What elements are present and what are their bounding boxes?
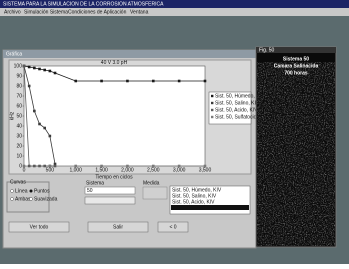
point <box>43 69 46 72</box>
point <box>178 165 181 168</box>
point <box>49 165 52 168</box>
point <box>28 66 31 69</box>
point <box>152 80 155 83</box>
point <box>152 165 155 168</box>
y-tick-label: 90 <box>16 73 22 79</box>
y-axis-label: kHz <box>9 111 15 120</box>
radio[interactable] <box>30 198 33 201</box>
window-title: SISTEMA PARA LA SIMULACION DE LA CORROSI… <box>3 2 164 8</box>
legend-swatch <box>211 95 213 97</box>
menu-item[interactable]: Ventana <box>130 10 149 16</box>
legend-label: Sist. 50, Sulfatocido <box>215 114 259 120</box>
radio[interactable] <box>11 190 14 193</box>
point <box>49 70 52 73</box>
x-tick-label: 3,500 <box>199 167 212 173</box>
button-label[interactable]: Ver todo <box>30 225 49 231</box>
button-label[interactable]: Salir <box>113 225 123 231</box>
image-caption: Camara Salinacida <box>274 63 319 69</box>
point <box>23 65 26 68</box>
list-item[interactable]: Sist. 50, Acido, KIV <box>172 199 215 205</box>
point <box>100 80 103 83</box>
point <box>204 165 207 168</box>
radio[interactable] <box>11 198 14 201</box>
point <box>33 67 36 70</box>
y-tick-label: 10 <box>16 153 22 159</box>
system-field[interactable] <box>85 197 135 204</box>
radio-label[interactable]: Línea <box>15 188 28 194</box>
legend-label: Sist. 50, Salino, KIV <box>215 100 260 106</box>
point <box>204 80 207 83</box>
point <box>54 165 57 168</box>
x-tick-label: 2,500 <box>147 167 160 173</box>
point <box>74 165 77 168</box>
legend-swatch <box>211 116 213 118</box>
point <box>28 85 31 88</box>
list-selection <box>171 205 249 210</box>
point <box>49 135 52 138</box>
point <box>100 165 103 168</box>
menu-item[interactable]: Simulación Sistema <box>24 10 68 16</box>
y-tick-label: 70 <box>16 93 22 99</box>
point <box>74 80 77 83</box>
curves-label: Curvas <box>10 179 26 185</box>
point <box>178 80 181 83</box>
radio-label[interactable]: Puntos <box>34 188 50 194</box>
radio-label[interactable]: Ambas <box>15 196 31 202</box>
system-label: Sistema <box>86 180 104 186</box>
point <box>126 80 129 83</box>
measure-group[interactable] <box>143 187 167 199</box>
point <box>38 68 41 71</box>
legend-swatch <box>211 102 213 104</box>
button-label[interactable]: < 0 <box>169 225 176 231</box>
chart-window-title: Gráfica <box>6 52 22 58</box>
x-tick-label: 1,000 <box>69 167 82 173</box>
image-window-title: Fig. 50 <box>259 48 275 54</box>
point <box>28 165 31 168</box>
y-tick-label: 50 <box>16 113 22 119</box>
measure-label: Medida <box>143 180 160 186</box>
y-tick-label: 80 <box>16 83 22 89</box>
x-tick-label: 1,500 <box>95 167 108 173</box>
point <box>126 165 129 168</box>
point <box>23 165 26 168</box>
y-tick-label: 20 <box>16 143 22 149</box>
point <box>38 165 41 168</box>
point <box>43 127 46 130</box>
point <box>33 110 36 113</box>
radio[interactable] <box>30 190 33 193</box>
y-tick-label: 100 <box>14 63 23 69</box>
y-tick-label: 60 <box>16 103 22 109</box>
point <box>54 72 57 75</box>
point <box>38 123 41 126</box>
x-tick-label: 3,000 <box>173 167 186 173</box>
system-value: 50 <box>87 188 93 194</box>
chart-title: 40 V 3.0 pH <box>101 60 128 66</box>
legend-label: Sist. 50, Acido, KIV <box>215 107 258 113</box>
micrograph <box>257 62 335 246</box>
y-tick-label: 30 <box>16 133 22 139</box>
menu-item[interactable]: Archivo <box>4 10 21 16</box>
radio-label[interactable]: Suavizada <box>34 196 58 202</box>
y-tick-label: 40 <box>16 123 22 129</box>
chart-window-title-bar <box>3 50 256 58</box>
point <box>33 165 36 168</box>
x-tick-label: 2,000 <box>121 167 134 173</box>
image-caption: Sistema 50 <box>283 56 309 62</box>
menu-item[interactable]: Condiciones de Aplicación <box>68 10 127 16</box>
image-caption: 700 horas <box>284 70 308 76</box>
x-tick-label: 0 <box>23 167 26 173</box>
screen: SISTEMA PARA LA SIMULACION DE LA CORROSI… <box>0 0 349 264</box>
point <box>43 165 46 168</box>
x-tick-label: 500 <box>46 167 55 173</box>
legend-swatch <box>211 109 213 111</box>
